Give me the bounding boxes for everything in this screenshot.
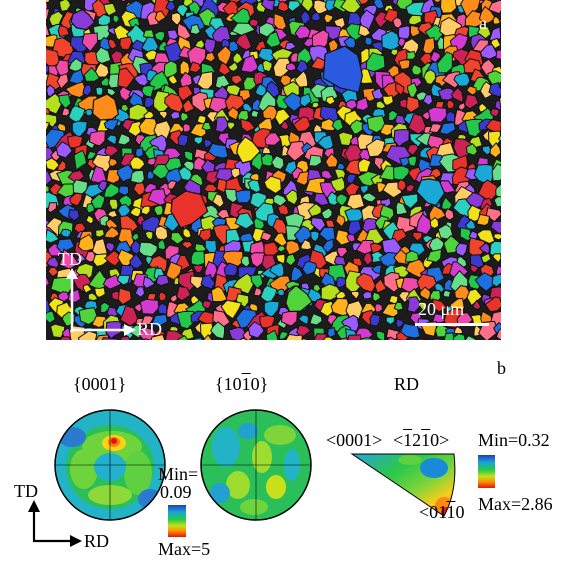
pole-legend-min-label: Min= — [158, 464, 199, 484]
ipf-corner-1-210: <1210> — [393, 430, 450, 450]
ipf-max-label: Max=2.86 — [478, 494, 553, 514]
scale-bar-label: 20 μm — [418, 299, 465, 319]
ipf-corner-01-10: <0110 — [419, 502, 465, 522]
panel-b-rd-label: RD — [84, 531, 110, 551]
pole-figure-10-10 — [200, 409, 312, 521]
pole-figure-0001 — [54, 409, 166, 521]
panel-a-label: a — [479, 13, 487, 33]
pole-legend-min-value: 0.09 — [160, 482, 192, 502]
ipf-min-label: Min=0.32 — [478, 430, 550, 450]
pole-figure-10-10-title: {1010} — [215, 374, 269, 394]
grain-map-graphic — [46, 0, 501, 340]
panel-b-td-label: TD — [14, 481, 38, 501]
pole-legend-color-bar — [168, 505, 186, 537]
panel-b-label: b — [497, 358, 506, 378]
ipf-title: RD — [394, 374, 420, 394]
panel-b-axes-arrows — [28, 500, 82, 547]
pole-legend-max: Max=5 — [158, 539, 211, 559]
ipf-triangle — [350, 453, 456, 517]
panel-a-td-label: TD — [58, 249, 82, 269]
scale-bar — [415, 323, 489, 326]
panel-a-axes-arrows — [66, 268, 136, 336]
ipf-color-bar — [478, 455, 495, 488]
panel-a-rd-label: RD — [137, 319, 163, 339]
ipf-corner-0001: <0001> — [326, 430, 383, 450]
pole-figure-0001-title: {0001} — [73, 374, 127, 394]
ebsd-orientation-map — [46, 0, 501, 340]
